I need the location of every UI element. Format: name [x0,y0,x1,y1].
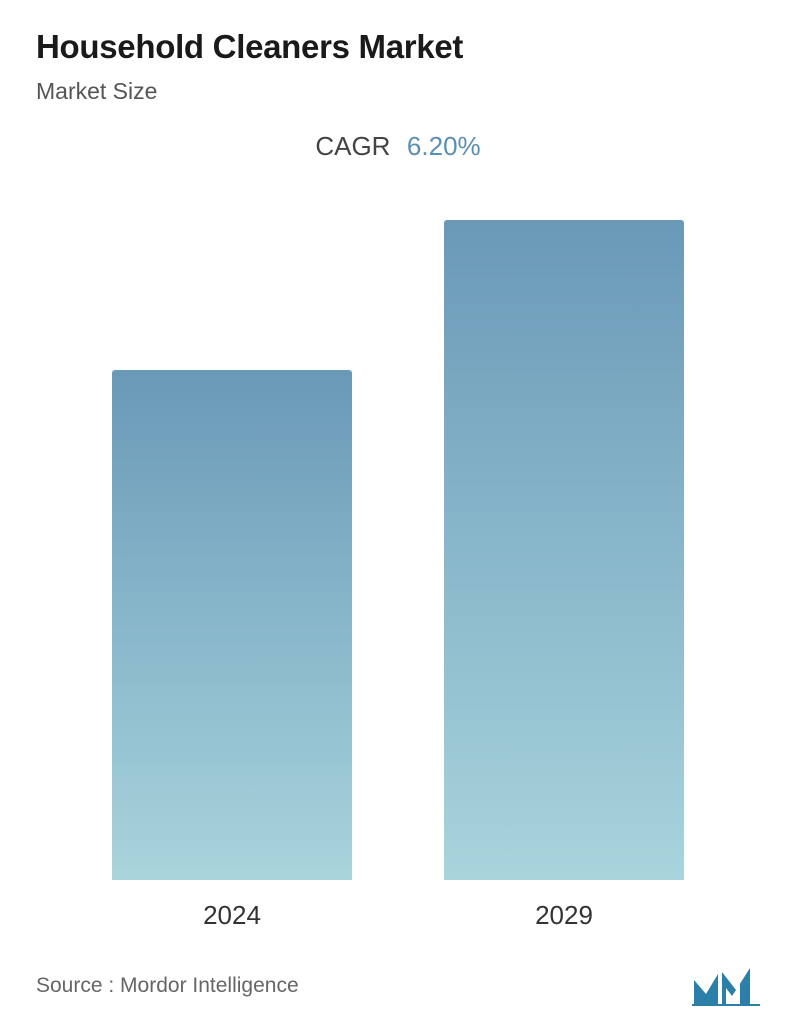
cagr-row: CAGR 6.20% [36,131,760,162]
category-label-1: 2029 [535,900,593,938]
chart-title: Household Cleaners Market [36,28,760,66]
bar-1 [444,220,684,880]
bar-group-1: 2029 [434,220,694,938]
mordor-logo-icon [692,966,760,1006]
category-label-0: 2024 [203,900,261,938]
bar-0 [112,370,352,880]
cagr-label: CAGR [315,131,390,161]
chart-container: Household Cleaners Market Market Size CA… [0,0,796,1034]
bar-group-0: 2024 [102,370,362,938]
chart-subtitle: Market Size [36,78,760,105]
chart-footer: Source : Mordor Intelligence [36,938,760,1014]
chart-plot-area: 2024 2029 [36,202,760,938]
cagr-value: 6.20% [407,131,481,161]
source-attribution: Source : Mordor Intelligence [36,974,299,998]
